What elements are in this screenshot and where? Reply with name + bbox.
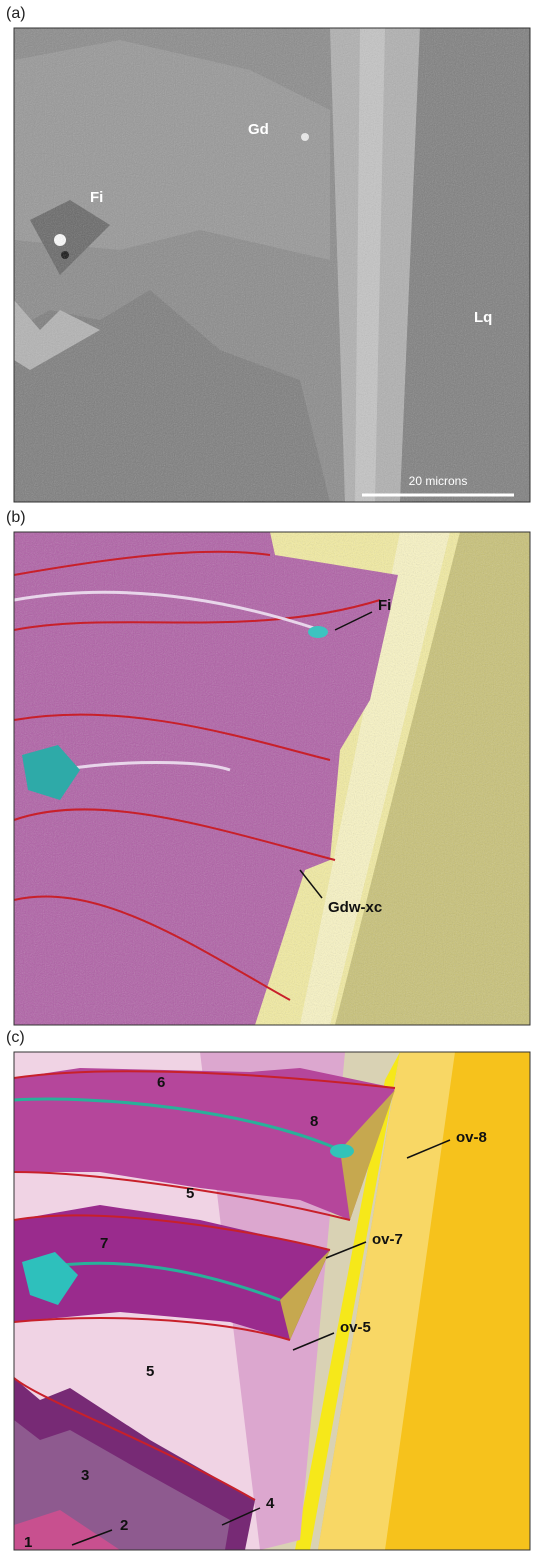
region-label: 1 [24,1534,32,1551]
region-label: 6 [157,1074,165,1091]
panel-label: (c) [6,1029,25,1046]
overgrowth-label: ov-7 [372,1231,403,1248]
scale-bar-label: 20 microns [409,474,468,488]
phase-label: Lq [474,309,492,326]
phase-map [14,532,530,1025]
phase-label: Gd [248,121,269,138]
region-label: 5 [186,1185,194,1202]
region-label: 5 [146,1363,154,1380]
phase-label: Fi [378,597,391,614]
region-label: 8 [310,1113,318,1130]
sem-image [14,28,530,502]
phase-label: Fi [90,189,103,206]
phase-label: Gdw-xc [328,899,382,916]
overgrowth-label: ov-5 [340,1319,371,1336]
overgrowth-label: ov-8 [456,1129,487,1146]
panel-label: (b) [6,509,26,526]
region-label: 4 [266,1495,275,1512]
region-label: 7 [100,1235,108,1252]
figure: (a) Gd Fi Lq 20 microns (b) Fi Gdw-x [0,0,534,1553]
region-label: 3 [81,1467,89,1484]
region-label: 2 [120,1517,128,1534]
schematic [14,1052,530,1550]
panel-label: (a) [6,5,26,22]
